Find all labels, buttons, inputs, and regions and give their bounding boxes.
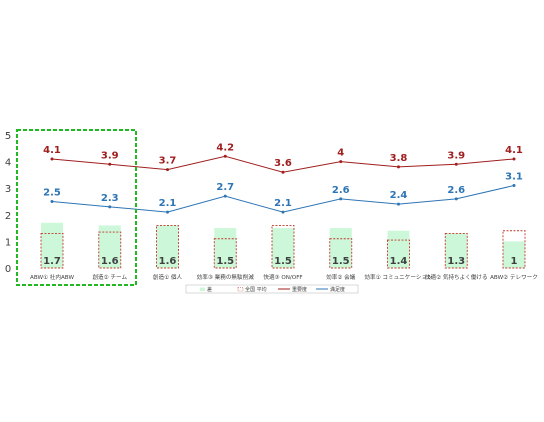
line-point — [108, 162, 112, 166]
line-point-label: 2.7 — [216, 182, 234, 193]
line-point — [50, 157, 54, 161]
legend-frame — [185, 284, 359, 294]
line-point — [108, 205, 112, 209]
line-point — [397, 165, 400, 169]
category-label: 創造② チーム — [92, 273, 127, 281]
legend-label-avg: 全国 平均 — [245, 286, 267, 293]
x-axis-categories: ABW① 社内ABW 創造② チーム 創造① 個人 効率③ 業務の無駄削減 快適③ ON… — [30, 273, 538, 281]
line-point — [454, 197, 458, 201]
line-point-label: 3.7 — [159, 156, 177, 167]
y-tick-label: 2 — [5, 211, 11, 222]
line-point-label: 3.1 — [505, 172, 523, 183]
y-tick-label: 0 — [5, 264, 11, 275]
line-point — [339, 197, 343, 201]
national-avg-bar — [502, 230, 526, 269]
national-avg-bar — [98, 231, 122, 269]
category-label: ABW① 社内ABW — [30, 273, 74, 281]
category-label: 快適③ ON/OFF — [263, 273, 302, 281]
y-axis-ticks: 0 1 2 3 4 5 — [5, 131, 11, 275]
line-point-label: 2.1 — [159, 198, 177, 209]
line-point — [512, 184, 516, 188]
gap-bar — [445, 233, 468, 268]
legend: 差 全国 平均 重要度 満足度 — [185, 284, 359, 294]
line-point-label: 2.4 — [390, 190, 408, 201]
category-label: 効率③ 業務の無駄削減 — [197, 273, 255, 281]
national-avg-bar — [444, 232, 468, 269]
line-point — [223, 154, 227, 158]
line-point-label: 3.6 — [274, 158, 292, 169]
national-avg-bar — [40, 232, 64, 269]
highlight-box — [16, 129, 137, 286]
line-point — [512, 157, 516, 161]
line-point-label: 2.6 — [332, 185, 350, 196]
gap-bar-label: 1.3 — [447, 256, 465, 267]
national-avg-bar — [213, 238, 237, 269]
gap-bar-label: 1.6 — [159, 256, 177, 267]
gap-bar — [98, 225, 121, 268]
line-point — [454, 162, 458, 166]
line-point — [281, 170, 285, 174]
gap-bar-label: 1.5 — [274, 256, 292, 267]
gap-bar — [272, 228, 294, 268]
line-point — [166, 210, 169, 214]
line-point — [397, 202, 400, 206]
category-label: 効率① コミュニケーション — [364, 273, 433, 281]
line-point-label: 3.8 — [390, 153, 408, 164]
y-tick-label: 4 — [5, 158, 11, 169]
category-label: 創造① 個人 — [153, 273, 183, 281]
line-point-label: 2.3 — [101, 193, 119, 204]
category-label: 快適② 気持ちよく働ける — [425, 273, 488, 281]
bars — [40, 222, 526, 269]
lines — [50, 154, 516, 214]
national-avg-bar — [156, 224, 179, 269]
line-point — [339, 160, 343, 164]
national-avg-bar — [387, 239, 410, 269]
legend-swatch-avg — [237, 287, 244, 292]
gap-bar — [503, 241, 525, 268]
national-avg-bar — [329, 238, 353, 269]
gap-bar-label: 1.5 — [216, 256, 234, 267]
y-tick-label: 5 — [5, 131, 11, 142]
gap-bar-label: 1.6 — [101, 256, 119, 267]
line-point — [166, 168, 169, 172]
national-avg-bar — [271, 224, 295, 269]
line-point-label: 2.6 — [447, 185, 465, 196]
category-label: 効率② 会議 — [326, 273, 356, 281]
line-point-label: 3.9 — [101, 150, 119, 161]
line-point-label: 4.1 — [43, 145, 61, 156]
legend-label-gap: 差 — [207, 286, 212, 293]
gap-bar-label: 1.5 — [332, 256, 350, 267]
line-point-label: 2.1 — [274, 198, 292, 209]
category-label: ABW② テレワーク — [490, 274, 538, 281]
y-tick-label: 1 — [5, 237, 11, 248]
legend-label-importance: 重要度 — [292, 286, 307, 293]
gap-bar-label: 1.4 — [390, 256, 408, 267]
line-point-label: 3.9 — [447, 150, 465, 161]
line-point-label: 4.1 — [505, 145, 523, 156]
line-point — [281, 210, 285, 214]
line-point — [223, 194, 227, 198]
line-point-label: 4.2 — [216, 142, 234, 153]
legend-swatch-gap — [200, 287, 205, 291]
gap-bar — [329, 228, 352, 268]
gap-bar-label: 1.7 — [43, 256, 61, 267]
gap-bar — [214, 228, 237, 268]
line-point — [50, 200, 54, 203]
legend-label-satisfaction: 満足度 — [330, 286, 345, 293]
line-point-label: 4 — [337, 148, 344, 159]
gap-bar-label: 1 — [511, 256, 518, 267]
gap-bar — [156, 225, 179, 268]
gap-bar — [41, 222, 63, 268]
y-tick-label: 3 — [5, 184, 11, 195]
line-point-label: 2.5 — [43, 188, 61, 199]
data-labels: 1.7 1.6 1.6 1.5 1.5 1.5 1.4 1.3 1 4.1 3.9 3.7 4.2 3.6… — [43, 142, 523, 267]
